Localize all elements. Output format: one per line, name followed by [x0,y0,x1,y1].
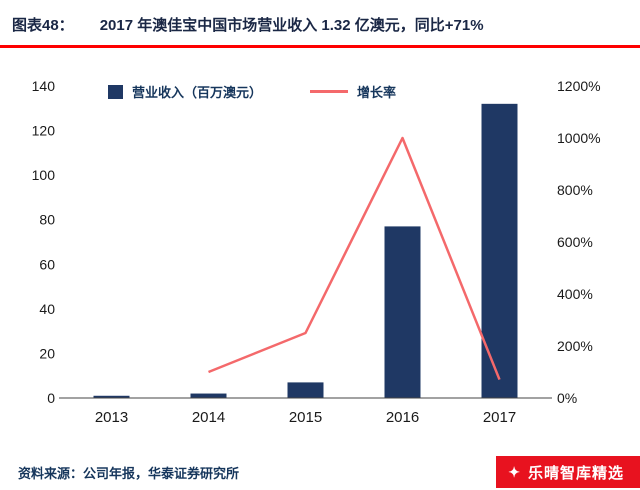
svg-text:100: 100 [32,167,56,183]
svg-text:400%: 400% [557,286,593,302]
svg-text:800%: 800% [557,182,593,198]
brand-icon: ✦ [508,463,521,480]
footer: 资料来源：公司年报，华泰证券研究所 ✦ 乐晴智库精选 [0,454,640,490]
svg-text:1000%: 1000% [557,130,601,146]
svg-text:0%: 0% [557,390,577,406]
brand-label: 乐晴智库精选 [527,464,624,482]
chart-header: 图表48： 2017 年澳佳宝中国市场营业收入 1.32 亿澳元，同比+71% [0,0,640,48]
svg-text:2013: 2013 [95,409,128,426]
svg-text:120: 120 [32,123,56,139]
brand-badge: ✦ 乐晴智库精选 [496,456,640,488]
legend: 营业收入（百万澳元） 增长率 [108,82,396,101]
svg-text:600%: 600% [557,234,593,250]
combo-chart: 0 20 40 60 80 100 120 140 0% 200% 400% 600% 800% 1000… [32,78,601,426]
legend-line-label: 增长率 [357,85,397,100]
source-note: 资料来源：公司年报，华泰证券研究所 [18,465,240,481]
svg-text:2017: 2017 [483,409,516,426]
legend-bar-label: 营业收入（百万澳元） [132,85,263,100]
legend-bar-swatch-icon [108,84,123,99]
svg-text:1200%: 1200% [557,78,601,94]
svg-text:60: 60 [39,256,55,272]
chart-area: 0 20 40 60 80 100 120 140 0% 200% 400% 600% 800% 1000… [0,48,640,428]
svg-text:140: 140 [32,78,56,94]
svg-text:200%: 200% [557,338,593,354]
figure-label: 图表48： [12,17,74,34]
svg-text:0: 0 [47,390,55,406]
svg-text:20: 20 [39,345,55,361]
svg-text:40: 40 [39,301,55,317]
svg-text:2015: 2015 [289,409,322,426]
svg-text:2014: 2014 [192,409,225,426]
svg-text:80: 80 [39,212,55,228]
legend-line-swatch-icon [310,90,349,93]
chart-title: 2017 年澳佳宝中国市场营业收入 1.32 亿澳元，同比+71% [99,17,484,34]
svg-text:2016: 2016 [386,409,419,426]
